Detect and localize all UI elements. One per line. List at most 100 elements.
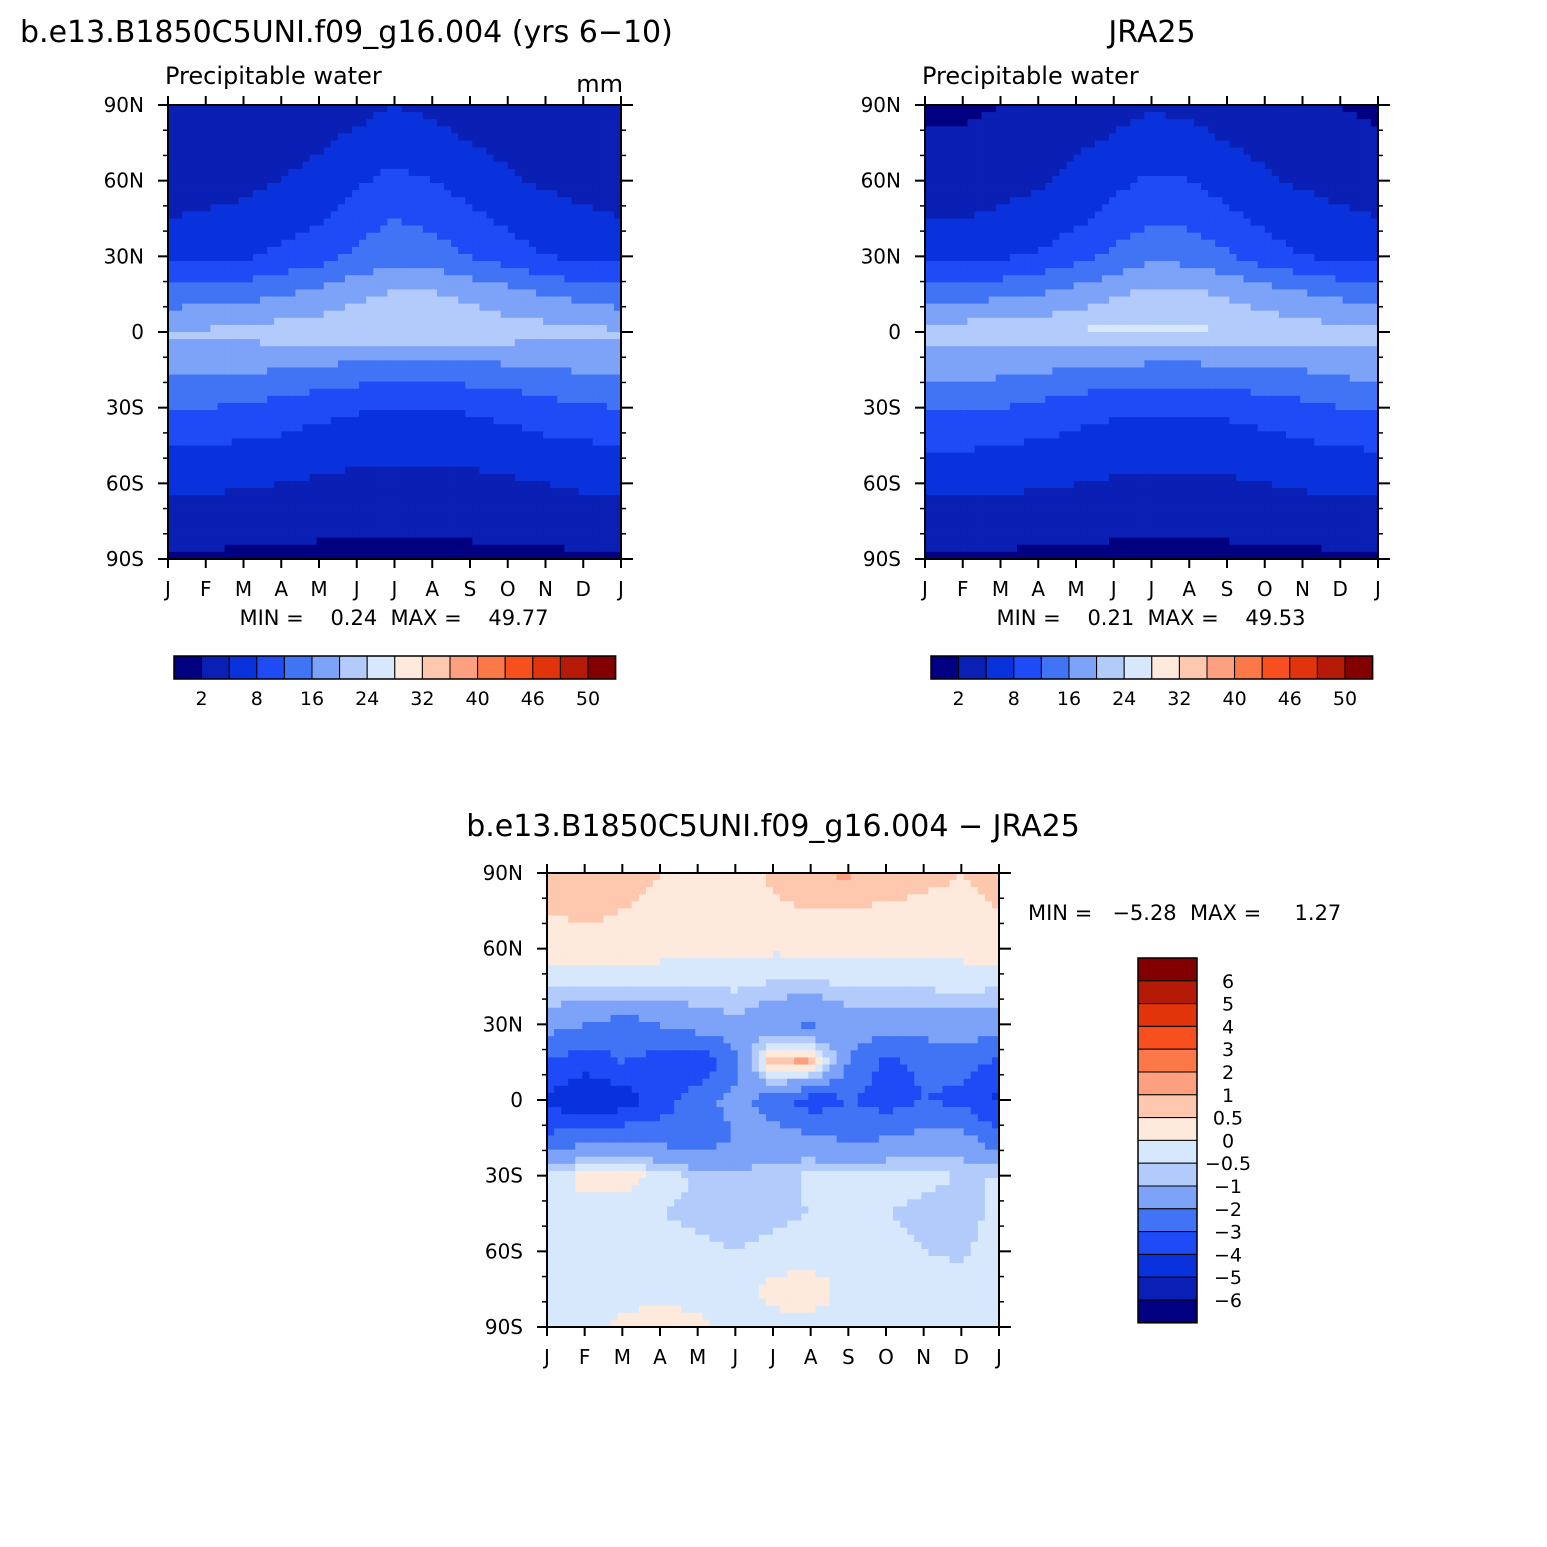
data-cell xyxy=(168,303,176,312)
data-cell xyxy=(606,473,615,482)
data-cell xyxy=(415,488,424,496)
data-cell xyxy=(245,452,254,461)
data-cell xyxy=(479,339,488,347)
data-cell xyxy=(585,303,594,312)
data-cell xyxy=(458,473,466,482)
data-cell xyxy=(203,417,212,425)
data-cell xyxy=(1101,133,1110,142)
data-cell xyxy=(536,232,544,241)
data-cell xyxy=(260,452,268,461)
data-cell xyxy=(543,488,551,496)
data-cell xyxy=(217,445,226,454)
data-cell xyxy=(344,502,353,510)
data-cell xyxy=(408,303,417,312)
data-cell xyxy=(210,282,219,291)
data-cell xyxy=(281,147,289,156)
data-cell xyxy=(224,204,233,212)
data-cell xyxy=(500,353,509,361)
data-cell xyxy=(352,445,360,454)
data-cell xyxy=(1137,168,1146,177)
data-cell xyxy=(373,296,381,305)
data-cell xyxy=(479,275,488,283)
data-cell xyxy=(1229,168,1238,177)
data-cell xyxy=(288,232,297,241)
data-cell xyxy=(267,339,275,347)
data-cell xyxy=(988,154,997,163)
data-cell xyxy=(387,161,396,170)
data-cell xyxy=(436,197,445,205)
data-cell xyxy=(394,395,403,404)
data-cell xyxy=(585,239,594,248)
data-cell xyxy=(1236,175,1245,184)
data-cell xyxy=(1257,133,1266,142)
data-cell xyxy=(1222,119,1230,127)
data-cell xyxy=(585,168,594,177)
data-cell xyxy=(458,445,466,454)
data-cell xyxy=(267,211,275,220)
data-cell xyxy=(323,346,332,354)
data-cell xyxy=(1363,119,1372,127)
data-cell xyxy=(451,367,459,376)
data-cell xyxy=(1158,161,1167,170)
data-cell xyxy=(550,218,558,227)
data-cell xyxy=(281,339,289,347)
data-cell xyxy=(1066,147,1075,156)
data-cell xyxy=(337,431,346,439)
data-cell xyxy=(224,544,233,553)
data-cell xyxy=(281,402,289,411)
data-cell xyxy=(387,452,396,461)
data-cell xyxy=(514,424,523,432)
data-cell xyxy=(245,218,254,227)
data-cell xyxy=(1059,175,1068,184)
data-cell xyxy=(182,154,190,163)
data-cell xyxy=(380,395,389,404)
data-cell xyxy=(373,544,381,553)
data-cell xyxy=(224,417,233,425)
data-cell xyxy=(585,495,594,503)
data-cell xyxy=(592,282,601,291)
data-cell xyxy=(203,168,212,177)
data-cell xyxy=(330,296,339,305)
data-cell xyxy=(373,147,381,156)
data-cell xyxy=(486,509,495,518)
data-cell xyxy=(514,268,523,276)
data-cell xyxy=(557,147,565,156)
data-cell xyxy=(210,480,219,489)
data-cell xyxy=(606,509,615,518)
data-cell xyxy=(295,310,304,319)
data-cell xyxy=(543,119,551,127)
data-cell xyxy=(557,551,565,560)
data-cell xyxy=(366,268,374,276)
data-cell xyxy=(323,495,332,503)
data-cell xyxy=(1236,168,1245,177)
data-cell xyxy=(408,239,417,248)
data-cell xyxy=(330,232,339,241)
data-cell xyxy=(217,197,226,205)
data-cell xyxy=(1300,183,1308,191)
data-cell xyxy=(373,402,381,411)
data-cell xyxy=(168,317,176,326)
data-cell xyxy=(189,360,197,369)
data-cell xyxy=(465,211,473,220)
data-cell xyxy=(175,374,183,383)
data-cell xyxy=(295,133,304,142)
data-cell xyxy=(1158,183,1167,191)
data-cell xyxy=(316,424,325,432)
data-cell xyxy=(359,253,367,262)
data-cell xyxy=(316,204,325,212)
data-cell xyxy=(168,147,176,156)
data-cell xyxy=(224,211,233,220)
data-cell xyxy=(380,197,389,205)
data-cell xyxy=(344,197,353,205)
data-cell xyxy=(210,502,219,510)
data-cell xyxy=(387,183,396,191)
data-cell xyxy=(231,183,240,191)
data-cell xyxy=(1165,147,1174,156)
data-cell xyxy=(479,119,488,127)
data-cell xyxy=(465,225,473,234)
data-cell xyxy=(599,452,608,461)
data-cell xyxy=(309,346,318,354)
data-cell xyxy=(444,147,452,156)
data-cell xyxy=(337,140,346,149)
data-cell xyxy=(939,133,947,142)
